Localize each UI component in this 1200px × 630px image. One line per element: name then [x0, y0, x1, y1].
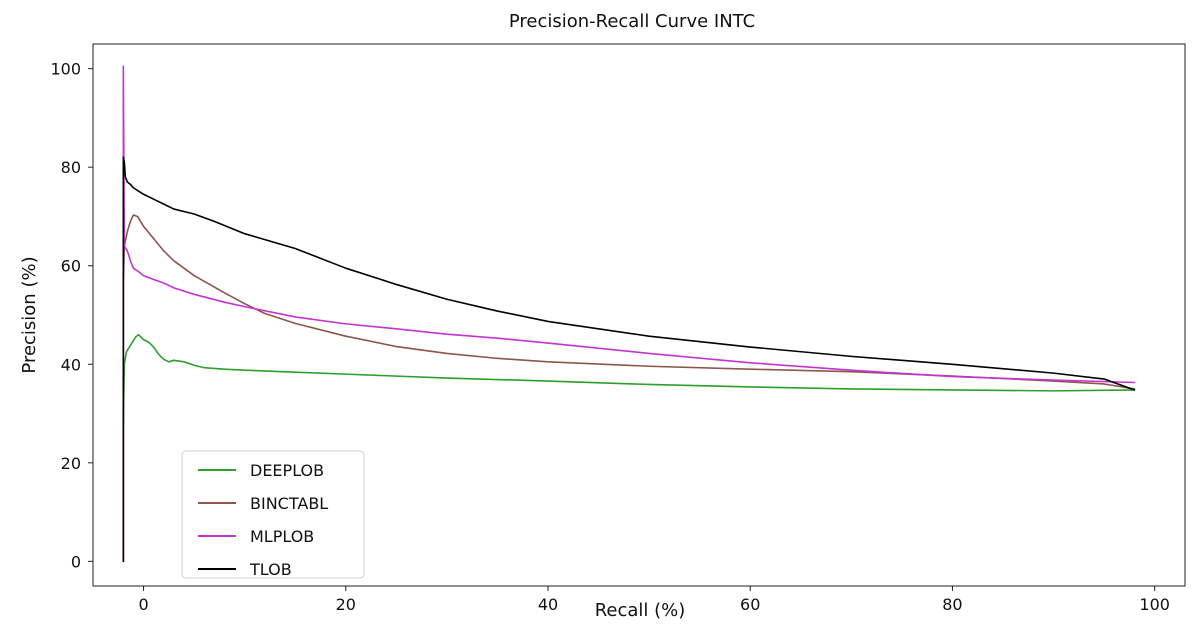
x-tick-label: 20 — [336, 595, 356, 614]
x-axis-label: Recall (%) — [595, 600, 686, 621]
y-tick-label: 0 — [71, 552, 81, 571]
x-tick-label: 0 — [138, 595, 148, 614]
legend: DEEPLOB BINCTABL MLPLOB TLOB — [181, 450, 365, 579]
x-axis: 0 20 40 60 80 100 — [138, 586, 1170, 614]
x-tick-label: 40 — [538, 595, 558, 614]
series-lines — [122, 65, 1136, 563]
y-tick-label: 40 — [61, 355, 81, 374]
x-tick-label: 80 — [942, 595, 962, 614]
y-axis-label: Precision (%) — [19, 256, 40, 373]
legend-label-mlplob: MLPLOB — [250, 527, 314, 546]
y-tick-label: 60 — [61, 257, 81, 276]
series-line-deeplob — [122, 333, 1136, 563]
y-axis: 0 20 40 60 80 100 — [50, 60, 93, 571]
chart-title: Precision-Recall Curve INTC — [509, 11, 755, 32]
y-tick-label: 80 — [61, 158, 81, 177]
legend-label-tlob: TLOB — [249, 560, 292, 579]
y-tick-label: 20 — [61, 454, 81, 473]
legend-label-deeplob: DEEPLOB — [250, 461, 324, 480]
legend-box — [181, 450, 365, 579]
series-line-mlplob — [122, 65, 1136, 563]
series-line-tlob — [122, 156, 1136, 563]
y-tick-label: 100 — [50, 60, 81, 79]
x-tick-label: 60 — [740, 595, 760, 614]
x-tick-label: 100 — [1139, 595, 1170, 614]
legend-label-binctabl: BINCTABL — [250, 494, 328, 513]
